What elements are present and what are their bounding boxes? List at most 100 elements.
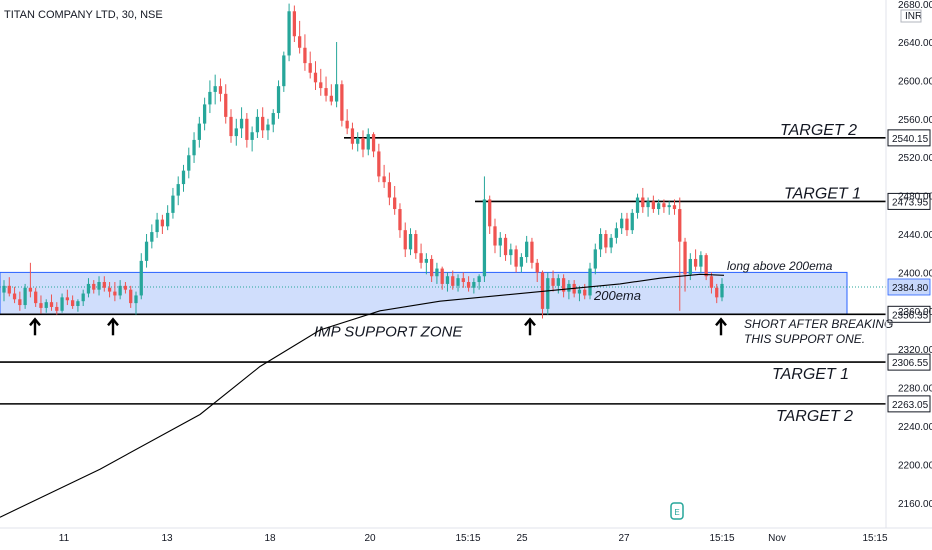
candle-body xyxy=(23,287,27,306)
candle xyxy=(81,289,85,306)
candle-body xyxy=(160,219,165,227)
candle-body xyxy=(144,241,149,261)
candle xyxy=(593,243,597,275)
candle-body xyxy=(7,285,11,294)
candle-body xyxy=(287,11,291,56)
candle xyxy=(160,214,165,234)
candle xyxy=(7,277,11,297)
candle-body xyxy=(598,234,603,250)
candle-body xyxy=(635,197,640,213)
candle-body xyxy=(224,93,228,117)
candle xyxy=(224,84,228,124)
candle-body xyxy=(271,113,275,125)
candle xyxy=(28,262,33,298)
candle-body xyxy=(298,36,302,48)
candle xyxy=(12,286,17,304)
candle xyxy=(208,80,212,114)
candle-body xyxy=(525,241,529,258)
x-tick-label: 11 xyxy=(59,533,70,544)
candle xyxy=(429,255,434,282)
candle xyxy=(250,126,254,152)
candle-body xyxy=(187,155,191,171)
candle-body xyxy=(514,249,518,267)
candle xyxy=(255,109,260,138)
candle-body xyxy=(234,128,238,137)
candle xyxy=(509,243,513,265)
candle-body xyxy=(123,285,128,290)
candle xyxy=(488,195,492,234)
candle-body xyxy=(540,272,545,309)
candle-body xyxy=(503,237,508,256)
candle xyxy=(709,272,714,294)
level-price-tag xyxy=(887,192,931,210)
candle-body xyxy=(255,116,260,133)
candle xyxy=(424,253,428,275)
candle xyxy=(345,109,349,135)
candle-body xyxy=(482,199,487,277)
candle-body xyxy=(451,276,455,286)
note-support-one: THIS SUPPORT ONE. xyxy=(744,332,865,346)
candle xyxy=(155,212,159,238)
candle-body xyxy=(620,218,624,229)
candle-body xyxy=(577,289,582,294)
y-tick-label: 2600.00 xyxy=(898,76,932,87)
candle xyxy=(535,258,539,282)
candle xyxy=(466,276,471,292)
up-arrow xyxy=(107,317,119,336)
level-lines: 2540.15 TARGET 2 2473.95 TARGET 1 2356.35 230… xyxy=(0,122,931,425)
candle-body xyxy=(118,285,122,296)
candle xyxy=(641,187,645,213)
candle-body xyxy=(414,234,418,254)
candle-body xyxy=(393,197,397,210)
y-tick-label: 2520.00 xyxy=(898,153,932,164)
candle xyxy=(435,262,439,284)
candle xyxy=(598,228,603,258)
x-tick-label: 13 xyxy=(161,533,173,544)
ema-label: 200ema xyxy=(593,288,641,303)
candle-body xyxy=(530,241,534,263)
candle xyxy=(472,278,476,294)
candle-body xyxy=(208,91,212,105)
y-tick-label: 2360.00 xyxy=(898,307,932,318)
svg-text:E: E xyxy=(674,508,679,517)
support-zone-label: IMP SUPPORT ZONE xyxy=(314,323,463,340)
candle xyxy=(530,237,534,269)
y-tick-label: 2320.00 xyxy=(898,345,932,356)
x-tick-label: 27 xyxy=(618,533,630,544)
candle-body xyxy=(134,295,138,304)
candle-body xyxy=(625,218,629,231)
candle xyxy=(76,299,80,312)
candle xyxy=(604,230,608,254)
candle-body xyxy=(171,195,175,213)
candle xyxy=(150,224,154,249)
candle-body xyxy=(614,228,619,238)
candle-body xyxy=(282,55,286,87)
candle xyxy=(704,253,708,281)
candle xyxy=(298,20,302,54)
time-axis[interactable]: 11 13 18 20 15:15 25 27 15:15 Nov 15:15 xyxy=(0,527,932,544)
candle-body xyxy=(715,287,719,298)
candle-body xyxy=(229,116,233,137)
candle xyxy=(308,51,312,79)
candle xyxy=(403,222,407,258)
tradingview-icon[interactable]: E xyxy=(670,502,684,520)
candle-body xyxy=(361,138,365,150)
candle xyxy=(2,280,6,302)
candle-body xyxy=(49,302,54,307)
candle xyxy=(271,109,275,133)
candle-body xyxy=(197,123,201,140)
candle-body xyxy=(303,47,307,64)
candle xyxy=(667,201,671,215)
currency-label: INR xyxy=(905,11,922,22)
candle-body xyxy=(477,276,481,282)
candle xyxy=(620,212,624,234)
candle xyxy=(319,68,323,96)
y-tick-top: 2680.00 xyxy=(898,0,932,11)
y-tick-label: 2640.00 xyxy=(898,38,932,49)
candle xyxy=(65,289,69,306)
candle xyxy=(187,147,191,179)
level-target-label: TARGET 2 xyxy=(780,122,857,139)
candle xyxy=(334,42,339,108)
candle-body xyxy=(387,182,392,198)
